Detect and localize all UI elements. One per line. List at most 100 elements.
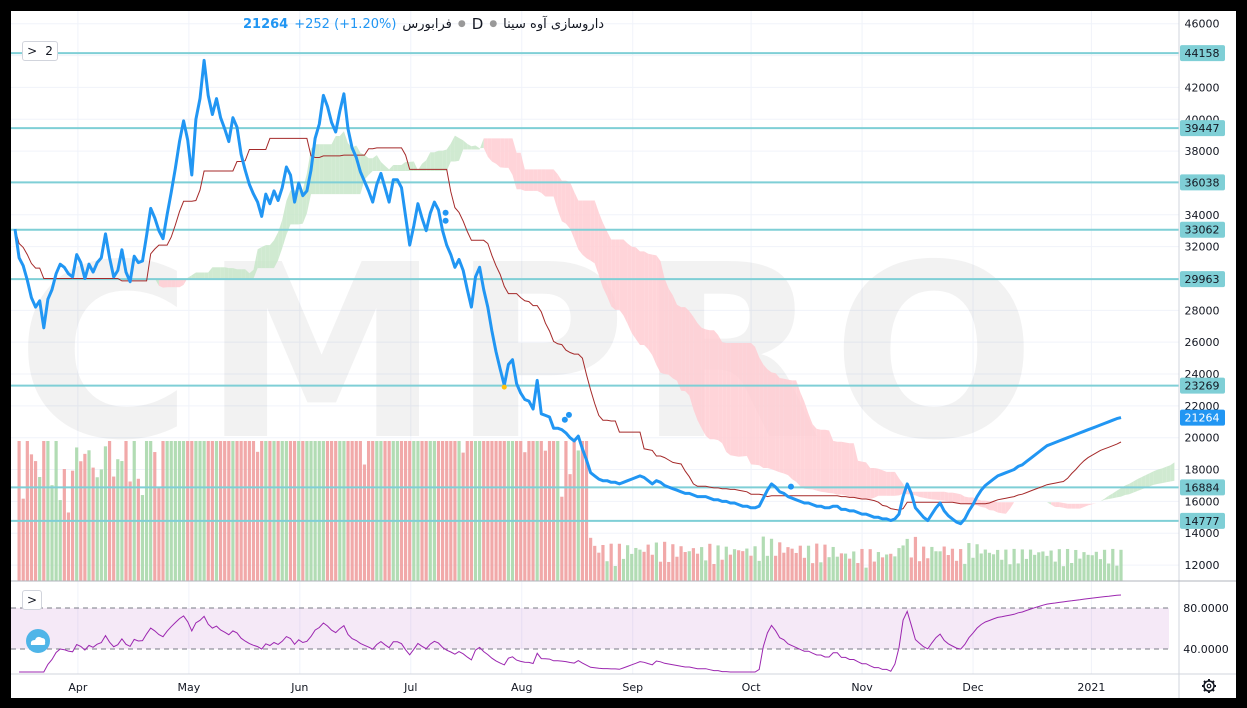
volume-bar xyxy=(1004,549,1008,581)
cloud-segment xyxy=(331,136,336,195)
cloud-segment xyxy=(1079,503,1084,509)
volume-bar xyxy=(297,441,301,581)
cloud-segment xyxy=(722,342,727,452)
legend-exchange: فرابورس xyxy=(402,16,452,32)
cloud-segment xyxy=(479,138,484,150)
cloud-segment xyxy=(537,169,542,193)
cloud-segment xyxy=(763,364,768,468)
cloud-segment xyxy=(829,430,834,494)
cloud-segment xyxy=(163,278,168,288)
y-tick-label: 14000 xyxy=(1185,527,1220,540)
volume-bar xyxy=(449,441,453,581)
volume-bar xyxy=(720,559,724,581)
legend-interval[interactable]: D xyxy=(471,15,484,33)
volume-bar xyxy=(856,563,860,581)
volume-bar xyxy=(967,543,971,581)
volume-bar xyxy=(880,557,885,581)
time-axis[interactable]: Apr May Jun Jul Aug Sep Oct Nov Dec 2021 xyxy=(68,681,1105,694)
cloud-segment xyxy=(738,343,743,457)
volume-bar xyxy=(774,555,778,581)
level-label-bg xyxy=(1180,271,1225,288)
volume-bar xyxy=(1115,565,1119,581)
cloud-segment xyxy=(413,161,418,171)
cloud-segment xyxy=(677,304,682,391)
volume-bar xyxy=(99,469,103,581)
volume-bar xyxy=(54,441,58,581)
volume-bar xyxy=(589,537,593,581)
y-tick-label: 12000 xyxy=(1185,559,1220,572)
volume-bar xyxy=(617,543,621,581)
volume-bar xyxy=(1094,551,1098,581)
volume-bar xyxy=(144,441,149,581)
last-price-label: 21264 xyxy=(1185,412,1220,425)
x-tick-label: Sep xyxy=(622,681,643,694)
cloud-segment xyxy=(179,278,184,288)
cloud-segment xyxy=(533,169,538,191)
cloud-segment xyxy=(866,462,871,500)
volume-bar xyxy=(605,561,609,581)
rsi-band xyxy=(11,608,1169,649)
kijun-line xyxy=(14,137,1122,511)
volume-bar xyxy=(831,546,835,581)
volume-bar xyxy=(350,441,354,581)
cloud-segment xyxy=(1149,471,1154,487)
volume-bar xyxy=(387,441,391,581)
cloud-segment xyxy=(623,239,628,324)
volume-bar xyxy=(1037,552,1041,581)
cloud-segment xyxy=(968,497,973,505)
volume-bar xyxy=(70,470,75,581)
volume-bar xyxy=(325,441,330,581)
cloud-segment xyxy=(652,254,657,365)
x-tick-label: Oct xyxy=(742,681,762,694)
volume-bar xyxy=(354,441,358,581)
volume-bar xyxy=(942,546,946,581)
cloud-segment xyxy=(640,251,645,345)
volume-bar xyxy=(50,485,54,581)
volume-bar xyxy=(860,548,864,581)
volume-bar xyxy=(724,546,728,581)
rsi-toggle-button[interactable]: > xyxy=(22,590,42,610)
volume-bar xyxy=(667,561,671,581)
volume-bar xyxy=(309,441,313,581)
cloud-segment xyxy=(409,161,414,171)
cloud-segment xyxy=(512,138,517,190)
legend-symbol[interactable]: داروسازی آوه سینا xyxy=(503,16,605,32)
cloud-segment xyxy=(1047,502,1052,505)
volume-bar xyxy=(1078,558,1082,581)
volume-bar xyxy=(642,551,646,581)
volume-bar xyxy=(584,441,589,581)
cloud-segment xyxy=(1137,477,1142,491)
volume-bar xyxy=(412,441,416,581)
volume-bar xyxy=(547,441,552,581)
volume-bar xyxy=(531,441,535,581)
rsi-line xyxy=(19,594,1122,673)
volume-bar xyxy=(786,547,790,581)
gear-icon[interactable] xyxy=(1202,679,1216,693)
cloud-segment xyxy=(751,343,756,465)
cloud-segment xyxy=(524,169,529,191)
cloud-segment xyxy=(298,189,303,225)
volume-bar xyxy=(609,543,613,581)
cloud-segment xyxy=(1067,503,1072,509)
cloud-segment xyxy=(323,144,328,195)
cloud-segment xyxy=(237,269,242,279)
cloud-segment xyxy=(504,138,509,168)
cloud-segment xyxy=(364,154,369,180)
volume-bar xyxy=(663,541,667,581)
cloud-segment xyxy=(574,191,579,250)
volume-bar xyxy=(317,441,321,581)
cloud-segment xyxy=(734,343,739,457)
volume-bar xyxy=(231,441,235,581)
cloud-segment xyxy=(644,251,649,350)
indicators-toggle-button[interactable]: > 2 xyxy=(22,41,58,61)
volume-bar xyxy=(399,441,404,581)
cloud-segment xyxy=(767,369,772,470)
volume-bar xyxy=(806,545,811,581)
volume-bar xyxy=(280,441,284,581)
volume-bar xyxy=(1107,563,1111,581)
volume-bar xyxy=(494,441,498,581)
volume-bar xyxy=(626,545,630,581)
volume-bar xyxy=(75,447,79,581)
volume-bar xyxy=(523,452,527,581)
volume-bar xyxy=(465,441,469,581)
